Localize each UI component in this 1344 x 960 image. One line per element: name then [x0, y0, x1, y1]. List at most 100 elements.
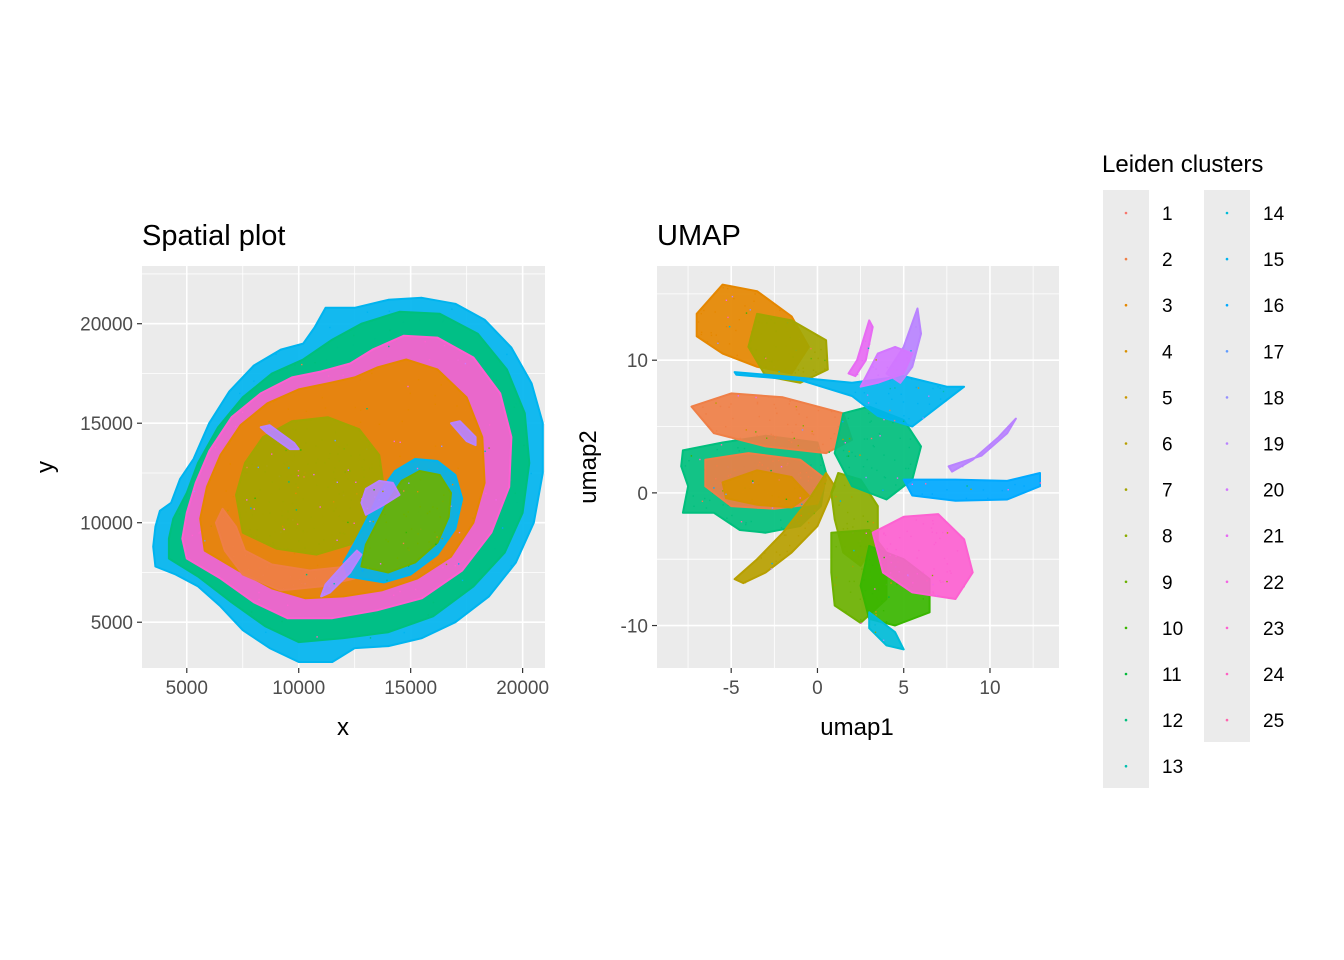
spatial-point: [286, 367, 288, 370]
spatial-point: [337, 453, 339, 455]
umap-point: [869, 534, 871, 537]
legend-key-8: [1124, 534, 1128, 537]
umap-point: [794, 502, 797, 504]
spatial-point: [506, 353, 508, 356]
umap-point: [839, 500, 842, 502]
spatial-point: [310, 516, 312, 518]
umap-point: [727, 504, 729, 506]
spatial-point: [451, 483, 454, 486]
umap-point: [908, 418, 910, 420]
umap-point: [871, 326, 873, 328]
umap-point: [737, 395, 739, 397]
umap-point: [852, 526, 854, 528]
legend-key-14: [1225, 211, 1229, 215]
umap-point: [883, 556, 885, 559]
umap-point: [946, 571, 948, 573]
spatial-point: [368, 445, 370, 447]
umap-point: [778, 446, 780, 448]
spatial-point: [349, 507, 351, 510]
umap-point: [883, 418, 885, 421]
legend-label-1: 1: [1162, 204, 1173, 225]
spatial-point: [302, 498, 304, 501]
umap-point: [844, 442, 846, 444]
spatial-point: [316, 484, 318, 486]
legend-key-18: [1225, 396, 1229, 399]
umap-point: [702, 406, 704, 408]
legend-label-7: 7: [1162, 481, 1173, 502]
spatial-cluster-19-region: [320, 549, 363, 598]
spatial-point: [295, 492, 297, 495]
umap-point: [942, 390, 945, 393]
spatial-point: [417, 542, 419, 545]
umap-point: [796, 518, 798, 520]
umap-point: [751, 473, 753, 475]
spatial-point: [227, 509, 229, 512]
spatial-point: [373, 489, 375, 491]
umap-point: [851, 477, 853, 480]
spatial-point: [407, 547, 409, 549]
umap-point: [795, 423, 797, 426]
umap-point: [845, 472, 847, 475]
umap-point: [757, 484, 760, 486]
legend-key-column-2: [1204, 190, 1250, 742]
spatial-point: [457, 422, 459, 425]
umap-point: [886, 366, 889, 369]
spatial-point: [251, 514, 253, 517]
legend-key-9: [1124, 580, 1128, 584]
spatial-point: [361, 466, 363, 468]
spatial-point: [350, 499, 352, 501]
umap-point: [706, 341, 709, 343]
spatial-point: [382, 563, 385, 566]
spatial-cluster-19-region: [360, 479, 401, 516]
spatial-point: [282, 587, 285, 590]
spatial-point: [245, 472, 248, 474]
spatial-point: [304, 546, 306, 549]
umap-point: [1023, 485, 1025, 487]
umap-point: [786, 550, 788, 553]
umap-point: [793, 437, 795, 439]
umap-point: [789, 499, 792, 501]
umap-point: [727, 475, 730, 477]
umap-point: [868, 343, 871, 345]
spatial-point: [363, 435, 366, 437]
umap-point: [863, 392, 866, 394]
umap-point: [716, 448, 718, 451]
legend-title: Leiden clusters: [1102, 151, 1263, 178]
spatial-point: [270, 438, 273, 440]
umap-point: [759, 461, 761, 464]
umap-point: [733, 297, 735, 300]
spatial-point: [246, 466, 248, 469]
umap-point: [801, 429, 804, 431]
spatial-point: [454, 515, 456, 517]
spatial-point: [292, 584, 295, 586]
umap-point: [780, 466, 783, 468]
spatial-point: [335, 431, 337, 434]
umap-point: [852, 565, 854, 568]
umap-point: [922, 598, 924, 600]
spatial-point: [361, 570, 364, 572]
spatial-point: [431, 561, 434, 564]
spatial-point: [262, 574, 264, 576]
spatial-ytick-label: 10000: [80, 514, 133, 535]
spatial-point: [297, 486, 299, 489]
umap-xtick-label: 0: [812, 678, 823, 699]
spatial-point: [409, 566, 411, 568]
spatial-point: [332, 510, 335, 512]
spatial-point: [316, 564, 319, 567]
spatial-point: [445, 563, 448, 566]
spatial-point: [353, 334, 355, 337]
spatial-point: [338, 515, 341, 518]
umap-point: [719, 482, 721, 484]
umap-point: [824, 482, 826, 485]
spatial-point: [328, 585, 330, 588]
umap-point: [866, 458, 868, 461]
spatial-point: [387, 540, 389, 543]
umap-point: [811, 433, 813, 435]
umap-point: [776, 412, 778, 414]
umap-point: [804, 527, 806, 529]
umap-point: [939, 579, 941, 582]
spatial-point: [314, 362, 316, 364]
spatial-point: [389, 329, 391, 332]
spatial-point: [419, 478, 422, 481]
umap-point: [966, 485, 968, 487]
